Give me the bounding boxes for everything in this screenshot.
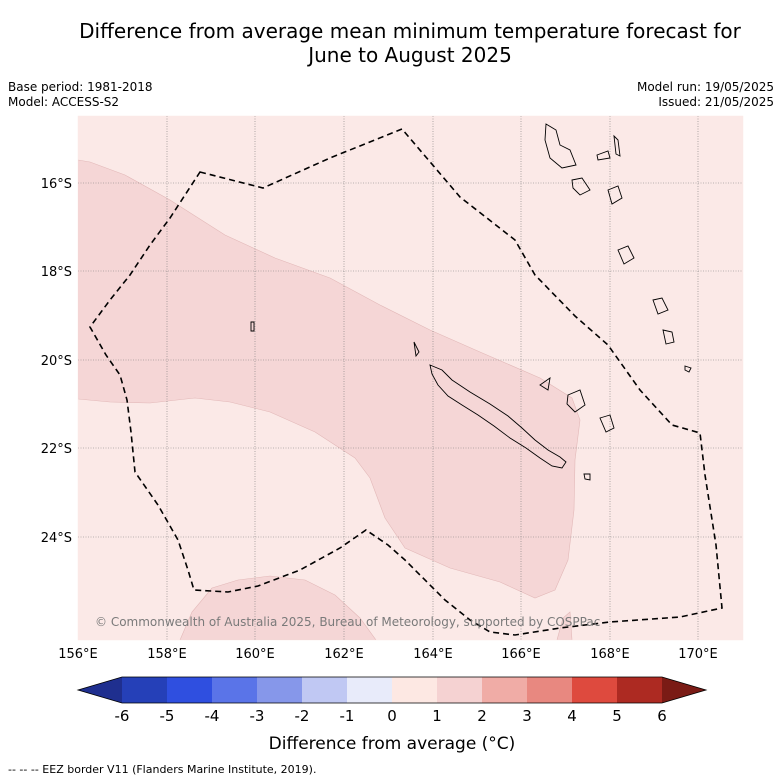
colorbar-swatch — [122, 677, 167, 703]
cb-tick: 1 — [432, 707, 442, 725]
isle-of-pines — [583, 473, 591, 481]
model-name: Model: ACCESS-S2 — [8, 95, 120, 109]
colorbar-swatch — [257, 677, 302, 703]
lon-tick-158E: 158°E — [147, 647, 187, 662]
cb-tick: -2 — [295, 707, 310, 725]
colorbar-swatch — [302, 677, 347, 703]
loyalty-islands-mare — [599, 414, 615, 433]
meta-left: Base period: 1981-2018 Model: ACCESS-S2 — [8, 80, 153, 110]
lat-tick-18S: 18°S — [41, 265, 72, 280]
cb-tick: 4 — [567, 707, 577, 725]
lat-tick-22S: 22°S — [41, 442, 72, 457]
colorbar-swatch — [437, 677, 482, 703]
lon-tick-166E: 166°E — [501, 647, 541, 662]
lat-tick-labels: 16°S 18°S 20°S 22°S 24°S — [41, 177, 72, 546]
colorbar-swatch — [572, 677, 617, 703]
cb-tick: -3 — [250, 707, 265, 725]
lat-tick-24S: 24°S — [41, 531, 72, 546]
cb-tick: -1 — [340, 707, 355, 725]
lon-tick-160E: 160°E — [235, 647, 275, 662]
lon-tick-156E: 156°E — [58, 647, 98, 662]
cb-tick: 2 — [477, 707, 487, 725]
lat-tick-20S: 20°S — [41, 354, 72, 369]
chesterfield-islet — [250, 321, 255, 332]
colorbar-swatch — [347, 677, 392, 703]
vanuatu-espiritu-santo — [544, 123, 577, 169]
eez-border — [89, 128, 723, 636]
loyalty-islands-lifou — [566, 389, 586, 413]
island-coastlines — [250, 123, 692, 481]
model-run: Model run: 19/05/2025 — [636, 80, 774, 94]
cb-tick: 3 — [522, 707, 532, 725]
meta-right: Model run: 19/05/2025 Issued: 21/05/2025 — [637, 80, 774, 110]
cb-tick: -4 — [205, 707, 220, 725]
vanuatu-efate — [617, 245, 635, 265]
lat-tick-16S: 16°S — [41, 177, 72, 192]
colorbar-extend-high — [662, 677, 706, 703]
cb-tick: 6 — [657, 707, 667, 725]
eez-footnote: -- -- -- EEZ border V11 (Flanders Marine… — [8, 763, 317, 776]
chart-title: Difference from average mean minimum tem… — [40, 19, 780, 67]
vanuatu-malakula — [571, 177, 591, 196]
lon-tick-170E: 170°E — [678, 647, 718, 662]
vanuatu-aneityum — [684, 365, 692, 373]
colorbar-extend-low — [78, 677, 122, 703]
colorbar-outline — [76, 676, 708, 704]
lon-tick-164E: 164°E — [413, 647, 453, 662]
colorbar-swatch — [527, 677, 572, 703]
loyalty-islands-ouvea — [539, 377, 551, 391]
cb-tick: 5 — [612, 707, 622, 725]
colorbar-label: Difference from average (°C) — [269, 734, 516, 754]
cb-tick: -5 — [160, 707, 175, 725]
vanuatu-ambae — [596, 150, 611, 161]
colorbar-tick-labels: -6 -5 -4 -3 -2 -1 0 1 2 3 4 5 6 — [115, 707, 667, 725]
anomaly-region — [78, 159, 581, 599]
base-period: Base period: 1981-2018 — [8, 80, 153, 94]
title-line-2: June to August 2025 — [308, 43, 512, 67]
colorbar-swatch — [392, 677, 437, 703]
lon-tick-168E: 168°E — [590, 647, 630, 662]
vanuatu-tanna — [662, 329, 675, 345]
colorbar — [76, 676, 708, 704]
issued-date: Issued: 21/05/2025 — [658, 95, 774, 109]
vanuatu-pentecost — [607, 185, 623, 205]
vanuatu-erromango — [652, 297, 669, 315]
title-line-1: Difference from average mean minimum tem… — [79, 19, 741, 43]
cb-tick: -6 — [115, 707, 130, 725]
copyright-text: © Commonwealth of Australia 2025, Bureau… — [95, 615, 600, 629]
belep-islands — [413, 341, 420, 358]
anomaly-sliver — [556, 611, 573, 640]
cb-tick: 0 — [387, 707, 397, 725]
colorbar-swatch — [167, 677, 212, 703]
colorbar-swatch — [617, 677, 662, 703]
colorbar-swatch — [482, 677, 527, 703]
colorbar-swatch — [212, 677, 257, 703]
lon-tick-labels: 156°E 158°E 160°E 162°E 164°E 166°E 168°… — [58, 647, 718, 662]
gridlines — [78, 116, 743, 640]
lon-tick-162E: 162°E — [324, 647, 364, 662]
new-caledonia-mainland — [429, 364, 567, 469]
map-frame — [77, 115, 744, 641]
vanuatu-maewo — [613, 134, 621, 157]
